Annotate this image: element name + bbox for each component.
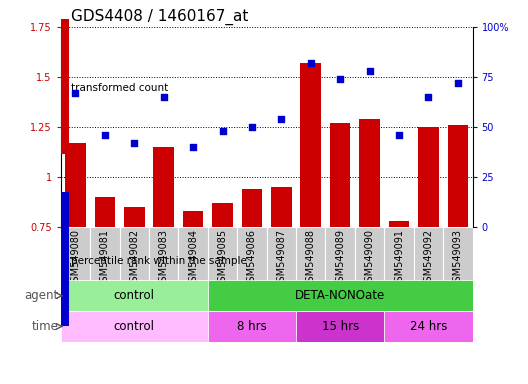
Text: GSM549082: GSM549082 [129, 229, 139, 288]
Bar [183, 210, 203, 227]
Text: GSM549081: GSM549081 [100, 229, 110, 288]
Bar [355, 227, 384, 280]
Bar [61, 280, 208, 311]
Bar [95, 197, 115, 227]
Text: GSM549087: GSM549087 [276, 229, 286, 288]
Bar [61, 19, 69, 154]
Bar [237, 227, 267, 280]
Bar [178, 227, 208, 280]
Point [365, 68, 374, 74]
Bar [90, 227, 119, 280]
Text: GSM549086: GSM549086 [247, 229, 257, 288]
Bar [296, 311, 384, 342]
Text: GSM549093: GSM549093 [453, 229, 463, 288]
Bar [61, 227, 90, 280]
Bar [267, 227, 296, 280]
Bar [154, 147, 174, 227]
Point [424, 94, 432, 100]
Bar [384, 227, 414, 280]
Text: GSM549080: GSM549080 [70, 229, 80, 288]
Text: GSM549088: GSM549088 [306, 229, 316, 288]
Point [71, 90, 80, 96]
Bar [119, 227, 149, 280]
Point [336, 76, 344, 82]
Bar [208, 311, 296, 342]
Bar [359, 119, 380, 227]
Text: control: control [114, 289, 155, 302]
Text: DETA-NONOate: DETA-NONOate [295, 289, 385, 302]
Point [454, 80, 462, 86]
Bar [443, 227, 473, 280]
Bar [330, 123, 351, 227]
Point [218, 127, 227, 134]
Text: 24 hrs: 24 hrs [410, 320, 447, 333]
Text: GSM549084: GSM549084 [188, 229, 198, 288]
Bar [418, 127, 439, 227]
Bar [149, 227, 178, 280]
Bar [242, 189, 262, 227]
Point [159, 94, 168, 100]
Point [307, 60, 315, 66]
Text: time: time [31, 320, 58, 333]
Bar [61, 311, 208, 342]
Text: 8 hrs: 8 hrs [237, 320, 267, 333]
Text: GDS4408 / 1460167_at: GDS4408 / 1460167_at [71, 9, 249, 25]
Text: GSM549092: GSM549092 [423, 229, 433, 288]
Bar [124, 207, 145, 227]
Bar [61, 192, 69, 326]
Point [130, 140, 138, 146]
Text: 15 hrs: 15 hrs [322, 320, 359, 333]
Text: control: control [114, 320, 155, 333]
Text: percentile rank within the sample: percentile rank within the sample [71, 256, 247, 266]
Point [395, 132, 403, 138]
Point [248, 124, 256, 130]
Text: GSM549083: GSM549083 [159, 229, 168, 288]
Bar [414, 227, 443, 280]
Bar [325, 227, 355, 280]
Text: transformed count: transformed count [71, 83, 168, 93]
Bar [212, 203, 233, 227]
Text: GSM549085: GSM549085 [218, 229, 228, 288]
Bar [65, 143, 86, 227]
Bar [296, 227, 325, 280]
Bar [300, 63, 321, 227]
Text: agent: agent [24, 289, 58, 302]
Text: GSM549089: GSM549089 [335, 229, 345, 288]
Point [277, 116, 286, 122]
Bar [448, 125, 468, 227]
Bar [389, 220, 409, 227]
Bar [271, 187, 291, 227]
Bar [208, 280, 473, 311]
Text: GSM549091: GSM549091 [394, 229, 404, 288]
Point [189, 144, 197, 150]
Point [101, 132, 109, 138]
Bar [208, 227, 237, 280]
Text: GSM549090: GSM549090 [365, 229, 374, 288]
Bar [384, 311, 473, 342]
